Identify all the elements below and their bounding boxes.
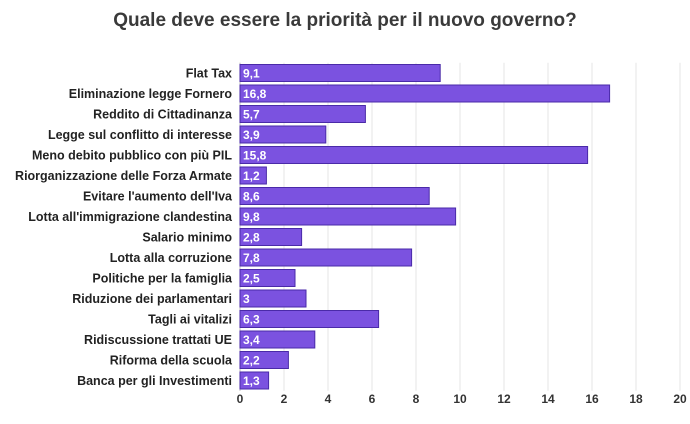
category-label: Flat Tax bbox=[186, 67, 232, 81]
x-tick-label: 2 bbox=[281, 392, 288, 406]
category-label: Meno debito pubblico con più PIL bbox=[32, 149, 232, 163]
data-label: 3 bbox=[243, 292, 250, 306]
category-label: Lotta alla corruzione bbox=[110, 251, 232, 265]
labels: 0 2 4 6 8 10 12 14 16 18 20 Flat Tax 9,1 Eliminazione… bbox=[15, 67, 687, 406]
data-label: 8,6 bbox=[243, 190, 260, 204]
data-label: 2,8 bbox=[243, 231, 260, 245]
category-label: Lotta all'immigrazione clandestina bbox=[28, 210, 233, 224]
x-tick-label: 18 bbox=[629, 392, 643, 406]
bar bbox=[239, 64, 441, 82]
x-tick-label: 14 bbox=[541, 392, 555, 406]
category-label: Ridiscussione trattati UE bbox=[84, 333, 232, 347]
bar bbox=[239, 105, 366, 123]
bar bbox=[239, 125, 327, 144]
chart-title: Quale deve essere la priorità per il nuo… bbox=[113, 10, 577, 31]
category-label: Eliminazione legge Fornero bbox=[69, 87, 233, 101]
x-tick-label: 20 bbox=[673, 392, 687, 406]
x-tick-label: 8 bbox=[413, 392, 420, 406]
data-label: 2,5 bbox=[243, 272, 260, 286]
data-label: 7,8 bbox=[243, 251, 260, 265]
data-label: 9,8 bbox=[243, 210, 260, 224]
data-label: 6,3 bbox=[243, 313, 260, 327]
bar bbox=[239, 330, 316, 349]
category-label: Salario minimo bbox=[142, 231, 232, 245]
category-label: Tagli ai vitalizi bbox=[148, 313, 232, 327]
category-label: Riforma della scuola bbox=[110, 354, 233, 368]
bars bbox=[239, 64, 611, 390]
category-label: Evitare l'aumento dell'Iva bbox=[83, 190, 233, 204]
bar bbox=[239, 248, 413, 267]
x-tick-label: 0 bbox=[237, 392, 244, 406]
bar bbox=[239, 146, 589, 164]
x-tick-label: 4 bbox=[325, 392, 332, 406]
bar bbox=[239, 289, 307, 308]
data-label: 5,7 bbox=[243, 108, 260, 122]
bar bbox=[239, 371, 270, 390]
x-tick-label: 16 bbox=[585, 392, 599, 406]
category-label: Politiche per la famiglia bbox=[92, 272, 233, 286]
x-tick-label: 6 bbox=[369, 392, 376, 406]
category-label: Banca per gli Investimenti bbox=[77, 374, 232, 388]
data-label: 15,8 bbox=[243, 149, 267, 163]
data-label: 3,4 bbox=[243, 333, 260, 347]
category-label: Legge sul conflitto di interesse bbox=[48, 128, 232, 142]
data-label: 1,3 bbox=[243, 374, 260, 388]
bar bbox=[239, 187, 430, 205]
data-label: 3,9 bbox=[243, 128, 260, 142]
x-tick-label: 12 bbox=[497, 392, 511, 406]
bar bbox=[239, 269, 296, 287]
category-label: Riduzione dei parlamentari bbox=[72, 292, 232, 306]
category-label: Riorganizzazione delle Forza Armate bbox=[15, 169, 232, 183]
bar bbox=[239, 207, 457, 226]
x-tick-label: 10 bbox=[453, 392, 467, 406]
bar bbox=[239, 351, 289, 369]
bar bbox=[239, 310, 380, 328]
data-label: 2,2 bbox=[243, 354, 260, 368]
data-label: 1,2 bbox=[243, 169, 260, 183]
category-label: Reddito di Cittadinanza bbox=[93, 108, 233, 122]
bar bbox=[239, 228, 303, 246]
bar bbox=[239, 84, 611, 103]
bar bbox=[239, 166, 267, 185]
data-label: 9,1 bbox=[243, 67, 260, 81]
data-label: 16,8 bbox=[243, 87, 267, 101]
